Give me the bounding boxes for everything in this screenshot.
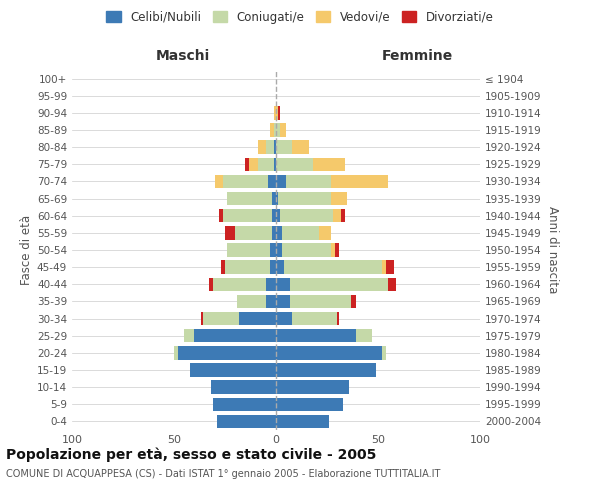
Bar (184, 329, 194, 342)
Bar (200, 312, 203, 326)
Bar (276, 244, 282, 256)
Text: Femmine: Femmine (382, 48, 452, 62)
Bar (337, 312, 339, 326)
Bar (274, 124, 276, 136)
Bar (257, 158, 274, 171)
Bar (190, 364, 276, 376)
Bar (245, 158, 250, 171)
Bar (388, 278, 397, 291)
Bar (215, 174, 223, 188)
Bar (223, 209, 272, 222)
Text: COMUNE DI ACQUAPPESA (CS) - Dati ISTAT 1° gennaio 2005 - Elaborazione TUTTITALIA: COMUNE DI ACQUAPPESA (CS) - Dati ISTAT 1… (6, 469, 440, 479)
Bar (266, 294, 276, 308)
Y-axis label: Anni di nascita: Anni di nascita (546, 206, 559, 294)
Bar (270, 244, 276, 256)
Bar (382, 260, 386, 274)
Bar (276, 346, 382, 360)
Bar (272, 192, 276, 205)
Bar (276, 294, 290, 308)
Bar (217, 414, 276, 428)
Bar (211, 380, 276, 394)
Bar (276, 380, 349, 394)
Bar (276, 140, 292, 154)
Bar (276, 364, 376, 376)
Bar (276, 106, 278, 120)
Bar (282, 244, 331, 256)
Bar (356, 329, 372, 342)
Bar (276, 174, 286, 188)
Bar (290, 294, 352, 308)
Bar (235, 226, 272, 239)
Bar (331, 174, 388, 188)
Bar (333, 209, 341, 222)
Bar (221, 260, 225, 274)
Bar (266, 140, 274, 154)
Bar (382, 346, 386, 360)
Bar (341, 209, 346, 222)
Bar (227, 192, 272, 205)
Text: Popolazione per età, sesso e stato civile - 2005: Popolazione per età, sesso e stato civil… (6, 448, 376, 462)
Bar (178, 346, 276, 360)
Bar (270, 260, 276, 274)
Bar (239, 312, 276, 326)
Bar (219, 209, 223, 222)
Bar (268, 174, 276, 188)
Bar (225, 260, 270, 274)
Bar (223, 174, 268, 188)
Bar (276, 398, 343, 411)
Bar (292, 140, 308, 154)
Bar (386, 260, 394, 274)
Bar (282, 226, 319, 239)
Bar (278, 106, 280, 120)
Bar (335, 244, 339, 256)
Bar (276, 312, 292, 326)
Bar (286, 174, 331, 188)
Bar (270, 124, 274, 136)
Bar (227, 244, 270, 256)
Text: Maschi: Maschi (156, 48, 210, 62)
Bar (290, 278, 388, 291)
Bar (352, 294, 356, 308)
Bar (276, 278, 290, 291)
Legend: Celibi/Nubili, Coniugati/e, Vedovi/e, Divorziati/e: Celibi/Nubili, Coniugati/e, Vedovi/e, Di… (101, 6, 499, 28)
Bar (272, 209, 276, 222)
Bar (257, 140, 266, 154)
Bar (250, 158, 257, 171)
Bar (276, 260, 284, 274)
Bar (313, 158, 346, 171)
Bar (266, 278, 276, 291)
Bar (319, 226, 331, 239)
Y-axis label: Fasce di età: Fasce di età (20, 215, 33, 285)
Bar (174, 346, 178, 360)
Bar (292, 312, 337, 326)
Bar (237, 294, 266, 308)
Bar (274, 106, 276, 120)
Bar (276, 329, 356, 342)
Bar (276, 209, 280, 222)
Bar (276, 414, 329, 428)
Bar (276, 192, 278, 205)
Bar (274, 158, 276, 171)
Bar (278, 192, 331, 205)
Bar (276, 226, 282, 239)
Bar (213, 398, 276, 411)
Bar (284, 260, 382, 274)
Bar (280, 209, 333, 222)
Bar (272, 226, 276, 239)
Bar (331, 244, 335, 256)
Bar (276, 158, 313, 171)
Bar (209, 278, 213, 291)
Bar (225, 226, 235, 239)
Bar (276, 124, 280, 136)
Bar (331, 192, 347, 205)
Bar (213, 278, 266, 291)
Bar (194, 329, 276, 342)
Bar (203, 312, 239, 326)
Bar (274, 140, 276, 154)
Bar (280, 124, 286, 136)
